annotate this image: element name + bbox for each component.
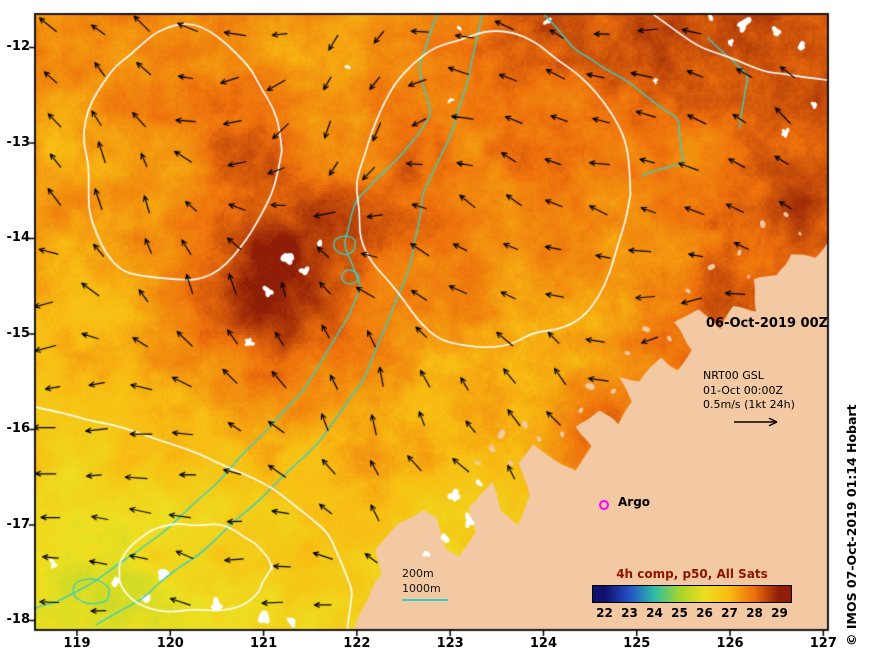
- colorbar-tick-label: 23: [621, 606, 638, 620]
- y-tick-label: -12: [6, 39, 31, 55]
- colorbar-tick-label: 28: [746, 606, 763, 620]
- y-tick-label: -16: [6, 421, 31, 437]
- colorbar-tick-label: 26: [696, 606, 713, 620]
- x-tick-label: 125: [623, 636, 651, 651]
- colorbar-tick-label: 22: [596, 606, 613, 620]
- vector-legend-product: NRT00 GSL: [703, 369, 764, 382]
- y-tick-label: -13: [6, 134, 31, 150]
- x-tick-label: 120: [156, 636, 184, 651]
- isobath-line-sample: [402, 599, 448, 601]
- y-tick-label: -17: [6, 516, 31, 532]
- y-tick-label: -15: [6, 325, 31, 341]
- x-tick-label: 122: [343, 636, 371, 651]
- colorbar-tick-label: 29: [771, 606, 788, 620]
- colorbar-tick-label: 25: [671, 606, 688, 620]
- date-label: 06-Oct-2019 00Z: [706, 316, 829, 331]
- vector-legend-date: 01-Oct 00:00Z: [703, 383, 784, 397]
- vector-scale-arrow-icon: [734, 417, 778, 426]
- x-tick-label: 119: [63, 636, 91, 651]
- isobath-legend: 200m 1000m: [402, 566, 448, 601]
- colorbar-tick-label: 24: [646, 606, 663, 620]
- colorbar-gradient: [592, 585, 792, 603]
- x-tick-label: 123: [436, 636, 464, 651]
- x-tick-label: 121: [249, 636, 278, 651]
- isobath-1000m-label: 1000m: [402, 582, 441, 595]
- y-tick-label: -18: [6, 612, 31, 628]
- x-tick-label: 124: [529, 636, 557, 651]
- isobath-200m-label: 200m: [402, 567, 434, 580]
- y-tick-label: -14: [6, 230, 31, 246]
- x-tick-label: 127: [809, 636, 837, 651]
- copyright-label: © IMOS 07-Oct-2019 01:14 Hobart: [844, 404, 859, 646]
- argo-marker: [599, 500, 609, 510]
- colorbar-title: 4h comp, p50, All Sats: [616, 567, 768, 581]
- x-tick-label: 126: [716, 636, 744, 651]
- colorbar-tick-label: 27: [721, 606, 738, 620]
- vector-legend-scale: 0.5m/s (1kt 24h): [703, 398, 795, 411]
- argo-label: Argo: [618, 495, 651, 509]
- vector-scale-legend: NRT00 GSL 01-Oct 00:00Z 0.5m/s (1kt 24h): [703, 369, 795, 428]
